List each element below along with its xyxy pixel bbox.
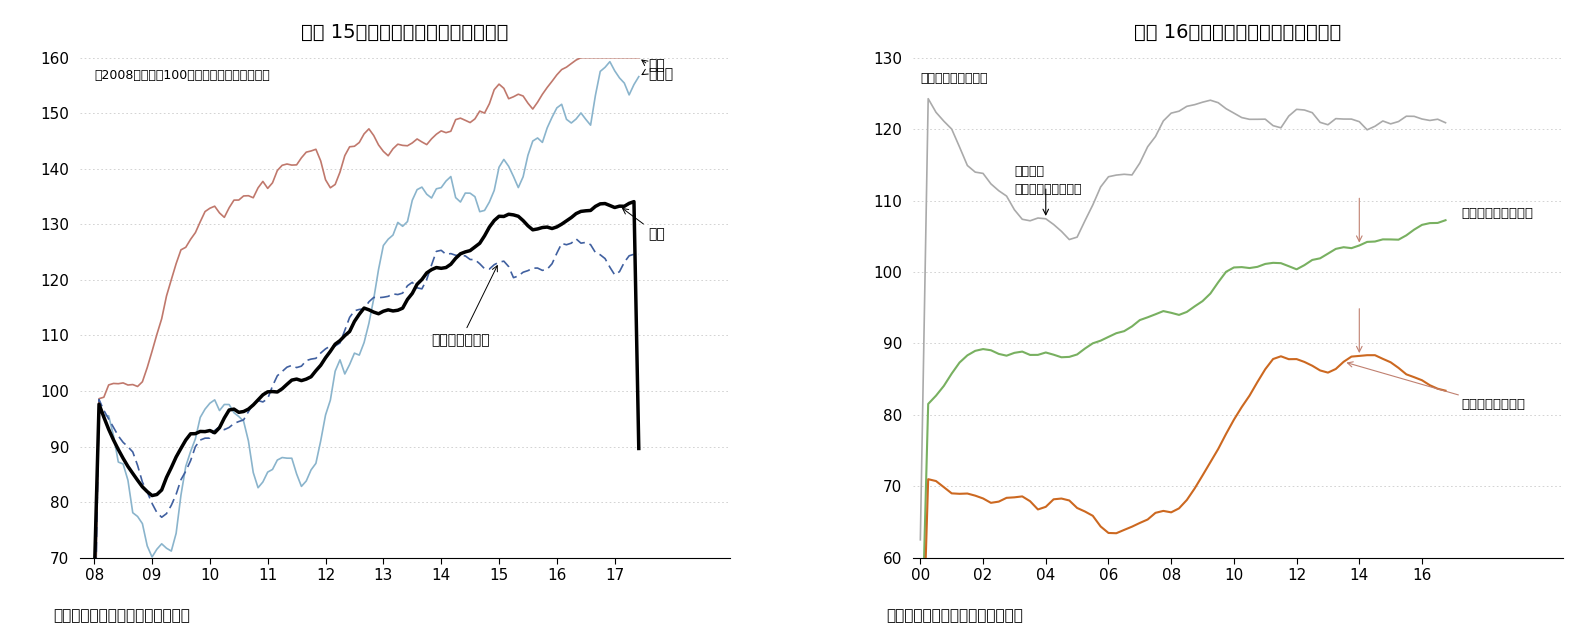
Text: （資料）欧州中央銀行（ＥＣＢ）: （資料）欧州中央銀行（ＥＣＢ） — [54, 608, 190, 622]
Text: ユーロ圏非金融企業: ユーロ圏非金融企業 — [1461, 206, 1533, 220]
Text: ユーロ圏外欧州: ユーロ圏外欧州 — [432, 265, 498, 347]
Text: 総計: 総計 — [622, 208, 665, 241]
Text: （2008年１月＝100、季節・営業日調整後）: （2008年１月＝100、季節・営業日調整後） — [94, 69, 270, 82]
Text: 米国: 米国 — [643, 58, 665, 74]
Text: （名目ＧＤＰ比％）: （名目ＧＤＰ比％） — [920, 72, 987, 85]
Text: 新興国: 新興国 — [641, 60, 673, 81]
Title: 図表 16　ユーロ圏の部門別債務残高: 図表 16 ユーロ圏の部門別債務残高 — [1134, 23, 1341, 42]
Text: （参考）
日本非金融民間企業: （参考） 日本非金融民間企業 — [1014, 165, 1081, 196]
Title: 図表 15　ユーロ圏の地域別輸出金額: 図表 15 ユーロ圏の地域別輸出金額 — [301, 23, 509, 42]
Text: （資料）国際決済銀行（ＢＩＳ）: （資料）国際決済銀行（ＢＩＳ） — [887, 608, 1024, 622]
Text: ユーロ圏一般政府: ユーロ圏一般政府 — [1348, 362, 1525, 412]
